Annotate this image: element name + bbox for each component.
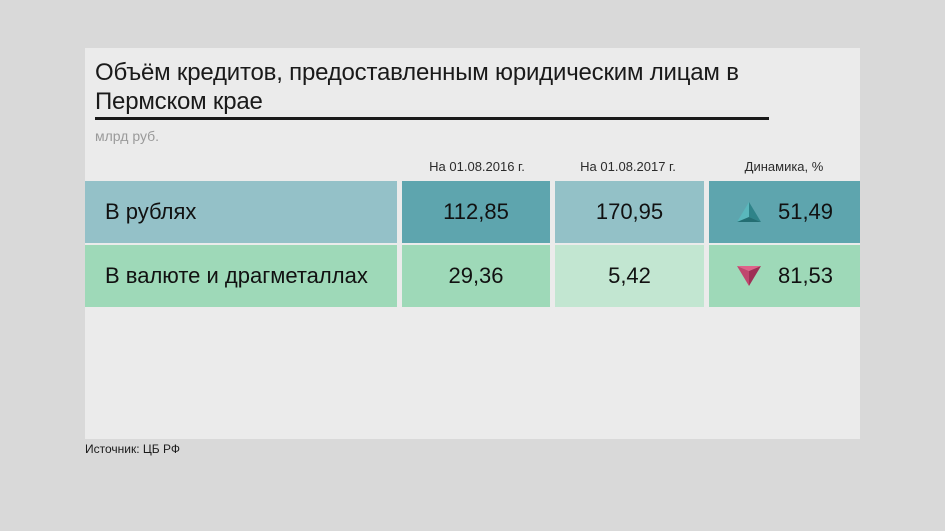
cell-rubles-2017: 170,95 <box>555 181 704 243</box>
cell-currency-2017: 5,42 <box>555 245 704 307</box>
source-note: Источник: ЦБ РФ <box>85 442 180 456</box>
dynamics-value-currency: 81,53 <box>777 263 834 288</box>
column-header-2016: На 01.08.2016 г. <box>429 159 525 174</box>
cell-currency-dynamics: 81,53 <box>709 245 860 307</box>
arrow-up-icon <box>736 202 761 222</box>
title-underline <box>95 117 769 120</box>
cell-rubles-dynamics: 51,49 <box>709 181 860 243</box>
unit-label: млрд руб. <box>95 128 160 144</box>
row-label-rubles: В рублях <box>85 181 397 243</box>
column-header-2017: На 01.08.2017 г. <box>580 159 676 174</box>
cell-currency-2016: 29,36 <box>402 245 550 307</box>
row-label-currency-metals: В валюте и драгметаллах <box>85 245 397 307</box>
cell-rubles-2016: 112,85 <box>402 181 550 243</box>
chart-card: Объём кредитов, предоставленным юридичес… <box>85 48 860 439</box>
dynamics-value-rubles: 51,49 <box>777 199 834 224</box>
column-header-dynamics: Динамика, % <box>744 159 824 174</box>
chart-title: Объём кредитов, предоставленным юридичес… <box>95 59 739 115</box>
arrow-down-icon <box>736 266 761 286</box>
